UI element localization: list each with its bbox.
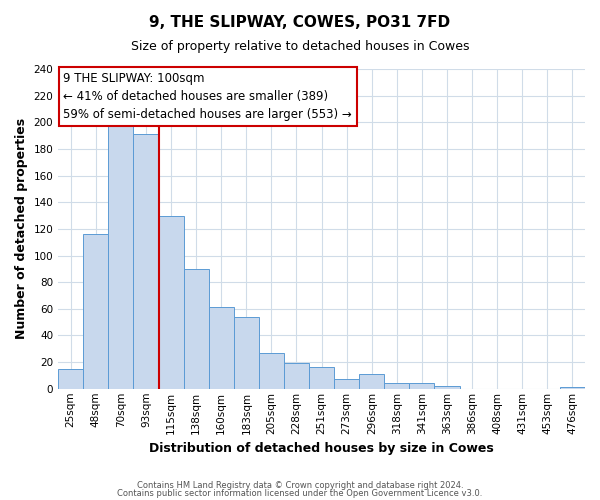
Bar bbox=[184, 269, 209, 389]
Bar bbox=[259, 353, 284, 389]
Bar bbox=[409, 384, 434, 389]
Text: 9, THE SLIPWAY, COWES, PO31 7FD: 9, THE SLIPWAY, COWES, PO31 7FD bbox=[149, 15, 451, 30]
Bar bbox=[334, 380, 359, 389]
Text: Contains public sector information licensed under the Open Government Licence v3: Contains public sector information licen… bbox=[118, 489, 482, 498]
Bar bbox=[58, 369, 83, 389]
Bar bbox=[133, 134, 158, 389]
Bar bbox=[309, 368, 334, 389]
Bar bbox=[284, 364, 309, 389]
Bar bbox=[158, 216, 184, 389]
Bar bbox=[434, 386, 460, 389]
Bar bbox=[83, 234, 109, 389]
X-axis label: Distribution of detached houses by size in Cowes: Distribution of detached houses by size … bbox=[149, 442, 494, 455]
Bar bbox=[385, 384, 409, 389]
Bar bbox=[359, 374, 385, 389]
Bar bbox=[560, 388, 585, 389]
Bar bbox=[234, 317, 259, 389]
Text: Size of property relative to detached houses in Cowes: Size of property relative to detached ho… bbox=[131, 40, 469, 53]
Y-axis label: Number of detached properties: Number of detached properties bbox=[15, 118, 28, 340]
Text: 9 THE SLIPWAY: 100sqm
← 41% of detached houses are smaller (389)
59% of semi-det: 9 THE SLIPWAY: 100sqm ← 41% of detached … bbox=[64, 72, 352, 121]
Bar bbox=[209, 308, 234, 389]
Bar bbox=[109, 125, 133, 389]
Text: Contains HM Land Registry data © Crown copyright and database right 2024.: Contains HM Land Registry data © Crown c… bbox=[137, 480, 463, 490]
